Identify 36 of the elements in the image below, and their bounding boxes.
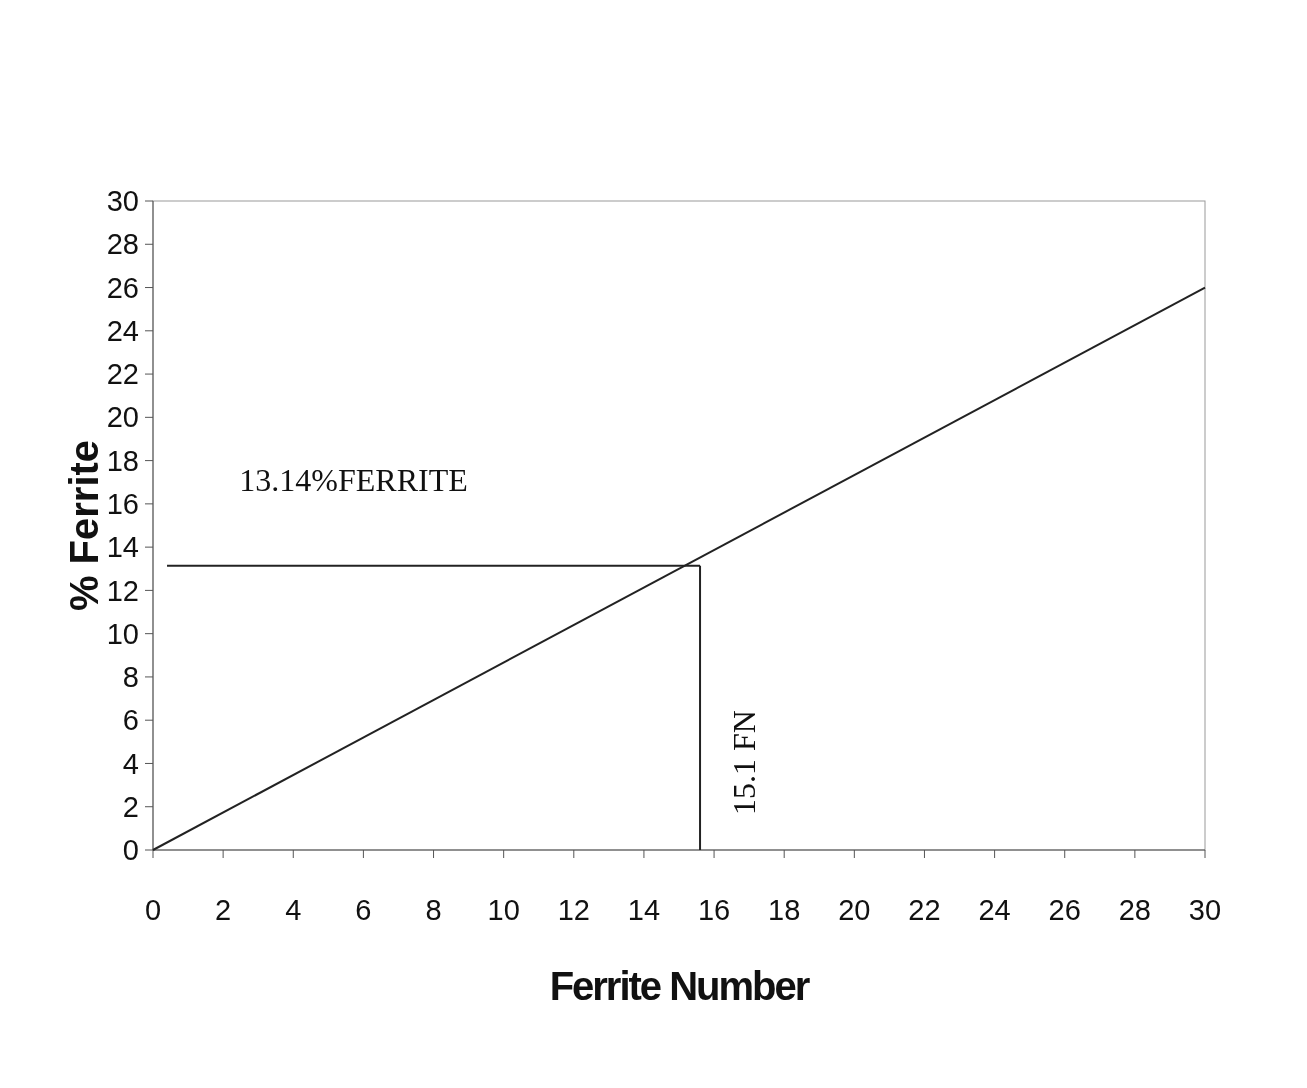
y-tick-label: 2 [122, 790, 139, 823]
x-tick-label: 8 [425, 894, 442, 926]
x-tick-label: 6 [355, 894, 372, 926]
x-tick-label: 14 [627, 894, 661, 926]
x-tick-label: 0 [144, 894, 162, 926]
y-tick-label: 6 [122, 704, 139, 737]
x-tick-label: 20 [838, 894, 871, 926]
x-tick-label: 16 [697, 894, 731, 926]
x-tick-label: 26 [1048, 894, 1081, 926]
y-tick-label: 16 [106, 488, 139, 521]
y-tick-label: 30 [106, 185, 139, 218]
x-tick-label: 18 [768, 894, 801, 926]
y-tick-label: 0 [122, 834, 139, 867]
x-tick-label: 10 [487, 894, 520, 926]
y-tick-label: 8 [122, 661, 139, 694]
y-tick-label: 20 [106, 401, 139, 434]
y-tick-label: 14 [106, 531, 139, 564]
y-tick-label: 4 [122, 747, 139, 780]
x-axis-title: Ferrite Number [549, 964, 810, 1008]
x-tick-label: 30 [1188, 894, 1222, 926]
y-tick-label: 10 [106, 617, 139, 650]
annotation: 15.1 FN [726, 710, 763, 815]
y-tick-label: 12 [106, 574, 139, 607]
y-tick-label: 28 [106, 228, 139, 261]
y-tick-label: 22 [106, 358, 139, 391]
x-tick-label: 28 [1118, 894, 1151, 926]
x-tick-label: 2 [215, 894, 232, 926]
x-tick-label: 22 [908, 894, 941, 926]
x-tick-label: 12 [557, 894, 590, 926]
y-tick-label: 24 [106, 314, 139, 347]
x-tick-label: 24 [978, 894, 1011, 926]
annotation: 13.14%FERRITE [239, 461, 468, 498]
y-axis-title: % Ferrite [62, 439, 106, 612]
y-tick-label: 26 [106, 271, 139, 304]
x-tick-label: 4 [285, 894, 302, 926]
y-tick-label: 18 [106, 444, 139, 477]
